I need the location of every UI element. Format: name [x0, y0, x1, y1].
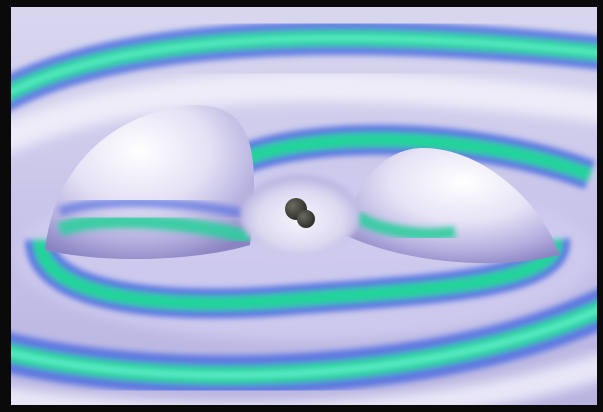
left-spacetime-lobe	[45, 105, 255, 260]
outer-wave-band-bottom	[10, 288, 598, 396]
outer-wave-band-top	[10, 21, 598, 112]
spacetime-surface	[10, 6, 598, 406]
right-spacetime-lobe	[345, 147, 560, 264]
inner-wave-ring	[25, 124, 596, 319]
black-hole-pair	[285, 198, 315, 228]
